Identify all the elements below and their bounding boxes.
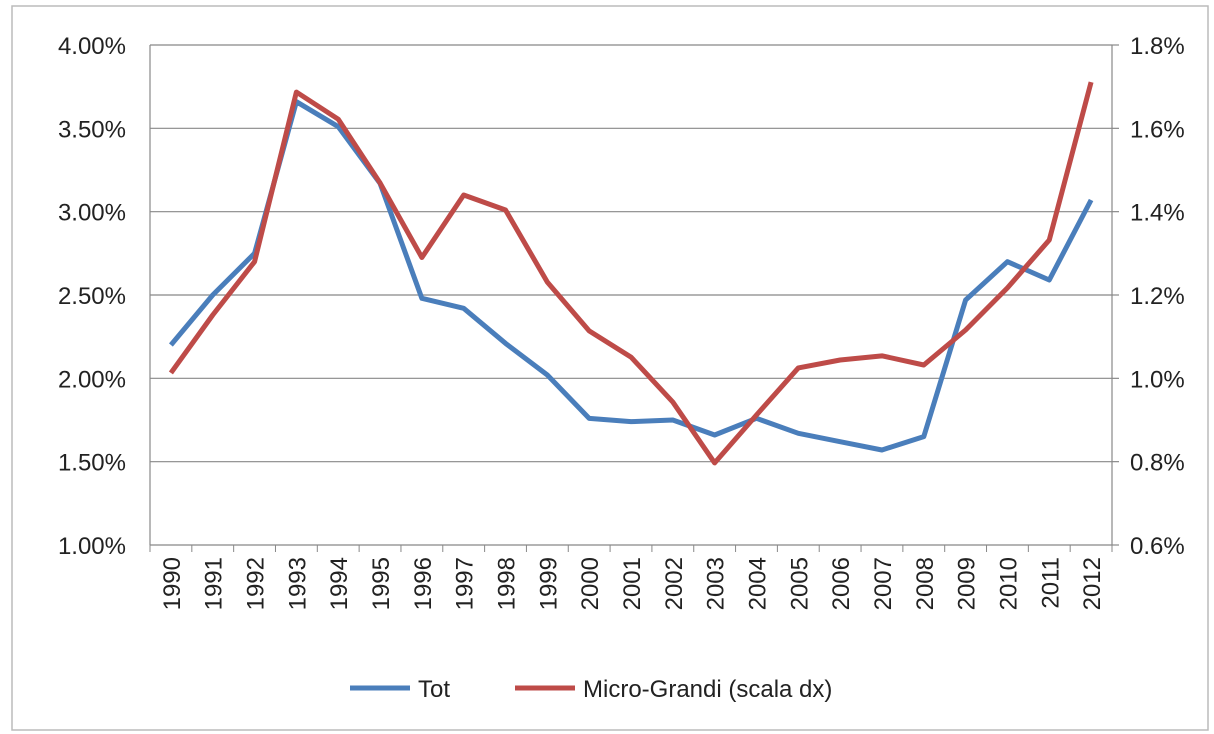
y2-tick-label: 0.6% xyxy=(1130,533,1185,560)
x-tick-label: 2011 xyxy=(1037,557,1064,609)
x-tick-label: 1997 xyxy=(452,557,479,610)
y2-tick-label: 1.4% xyxy=(1130,200,1185,227)
x-tick-label: 1992 xyxy=(243,557,270,610)
y2-tick-label: 1.2% xyxy=(1130,283,1185,310)
y-tick-label: 3.50% xyxy=(58,116,126,143)
y2-tick-label: 1.6% xyxy=(1130,116,1185,143)
y-tick-label: 1.50% xyxy=(58,450,126,477)
x-tick-label: 1990 xyxy=(159,557,186,610)
x-tick-label: 2000 xyxy=(577,557,604,610)
x-tick-label: 1996 xyxy=(410,557,437,610)
chart-frame xyxy=(11,5,1209,731)
series-line xyxy=(168,81,1094,466)
y-tick-label: 3.00% xyxy=(58,200,126,227)
x-tick-label: 2007 xyxy=(870,557,897,610)
x-tick-label: 1999 xyxy=(535,557,562,610)
x-tick-label: 2006 xyxy=(828,557,855,610)
x-tick-label: 1998 xyxy=(494,557,521,610)
legend-label: Tot xyxy=(418,676,450,703)
x-tick-label: 1991 xyxy=(201,557,228,610)
y-tick-label: 2.50% xyxy=(58,283,126,310)
x-tick-label: 1995 xyxy=(368,557,395,610)
y-tick-label: 2.00% xyxy=(58,366,126,393)
y2-tick-label: 1.0% xyxy=(1130,366,1185,393)
x-tick-label: 1993 xyxy=(284,557,311,610)
x-tick-label: 2009 xyxy=(954,557,981,610)
y-tick-label: 1.00% xyxy=(58,533,126,560)
x-tick-label: 2001 xyxy=(619,557,646,610)
x-tick-label: 2008 xyxy=(912,557,939,610)
y-tick-label: 4.00% xyxy=(58,33,126,60)
x-tick-label: 2010 xyxy=(995,557,1022,610)
x-tick-label: 2012 xyxy=(1079,557,1106,610)
x-tick-label: 2004 xyxy=(744,557,771,610)
series-line xyxy=(168,99,1094,453)
x-tick-label: 2002 xyxy=(661,557,688,610)
x-tick-label: 2003 xyxy=(703,557,730,610)
legend-label: Micro-Grandi (scala dx) xyxy=(583,676,832,703)
y2-tick-label: 0.8% xyxy=(1130,450,1185,477)
x-tick-label: 2005 xyxy=(786,557,813,610)
x-tick-label: 1994 xyxy=(326,557,353,610)
y2-tick-label: 1.8% xyxy=(1130,33,1185,60)
